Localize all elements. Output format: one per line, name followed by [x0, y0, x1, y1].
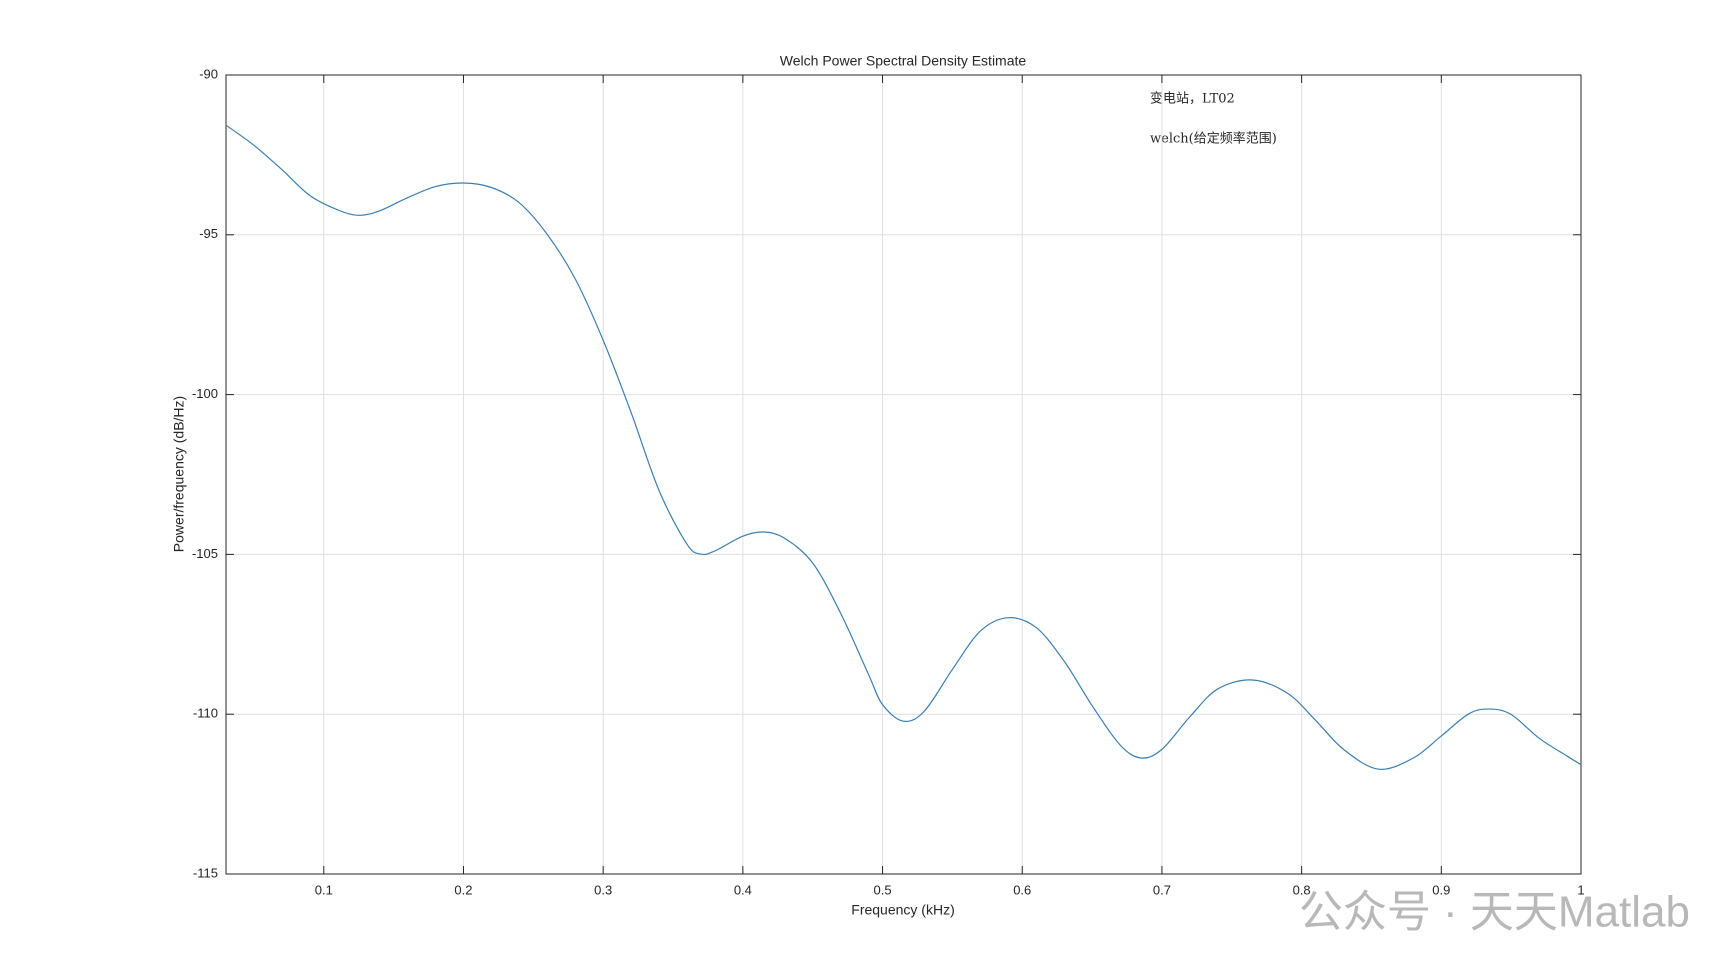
y-tick-label: -115: [193, 865, 218, 880]
x-tick-label: 0.7: [1153, 882, 1171, 897]
x-tick-label: 0.5: [874, 882, 892, 897]
y-tick-label: -90: [199, 66, 218, 81]
x-tick-label: 0.2: [454, 882, 472, 897]
watermark: 公众号 · 天天Matlab: [1299, 888, 1690, 937]
chart-title: Welch Power Spectral Density Estimate: [780, 53, 1027, 69]
x-tick-label: 0.8: [1293, 882, 1311, 897]
y-tick-label: -110: [193, 706, 218, 721]
y-tick-label: -100: [192, 386, 218, 401]
x-tick-label: 0.9: [1432, 882, 1450, 897]
x-tick-label: 0.6: [1013, 882, 1031, 897]
plot-frame: [225, 74, 1582, 875]
annotation: welch(给定频率范围): [1150, 131, 1277, 147]
y-tick-label: -95: [199, 226, 218, 241]
x-tick-label: 0.4: [734, 882, 752, 897]
y-axis-label: Power/frequency (dB/Hz): [171, 396, 187, 552]
data-line: [225, 124, 1582, 770]
x-tick-label: 1: [1577, 882, 1584, 897]
annotation: 变电站，LT02: [1150, 91, 1235, 107]
x-axis-label: Frequency (kHz): [851, 902, 954, 918]
y-tick-label: -105: [192, 546, 218, 561]
x-tick-label: 0.1: [315, 882, 333, 897]
x-tick-label: 0.3: [594, 882, 612, 897]
